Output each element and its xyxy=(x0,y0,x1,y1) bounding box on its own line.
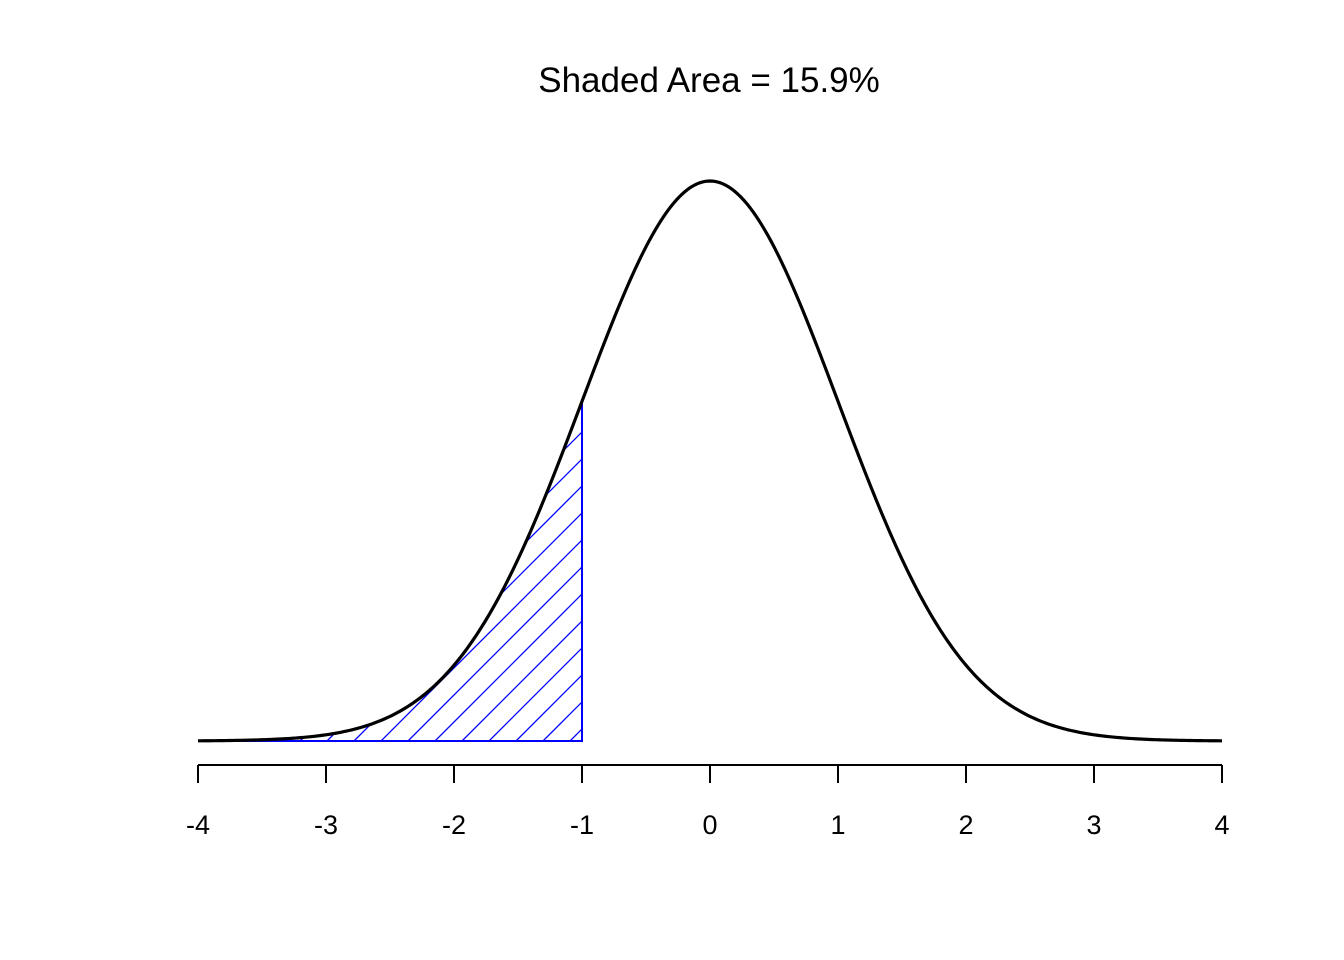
density-curve xyxy=(197,179,1223,743)
shaded-region xyxy=(198,141,1197,742)
hatch-line xyxy=(299,401,582,741)
hatch-line xyxy=(245,401,582,741)
hatch-line xyxy=(198,401,582,741)
x-tick-label: 2 xyxy=(958,810,973,840)
hatch-line xyxy=(488,401,582,741)
chart-title: Shaded Area = 15.9% xyxy=(538,61,880,100)
x-tick-label: 0 xyxy=(702,810,717,840)
hatch-line xyxy=(198,401,577,741)
hatch-line xyxy=(597,141,1197,741)
hatch-line xyxy=(198,401,199,741)
x-tick-label: 4 xyxy=(1214,810,1229,840)
hatch-line xyxy=(515,401,582,741)
x-tick-label: -1 xyxy=(570,810,594,840)
x-tick-label: -2 xyxy=(442,810,466,840)
x-tick-label: -4 xyxy=(186,810,210,840)
hatch-line xyxy=(198,401,415,741)
x-axis: -4 -3 -2 -1 0 1 2 3 4 xyxy=(186,764,1230,840)
hatch-line xyxy=(198,401,226,741)
x-tick-label: 1 xyxy=(830,810,845,840)
hatch-line xyxy=(380,401,582,741)
shade-hatch xyxy=(198,141,1197,741)
hatch-line xyxy=(198,401,280,741)
hatch-line xyxy=(198,401,523,741)
hatch-line xyxy=(198,401,582,741)
x-tick-label: -3 xyxy=(314,810,338,840)
hatch-line xyxy=(198,401,582,741)
hatch-line xyxy=(272,401,582,741)
hatch-line xyxy=(326,401,582,741)
hatch-line xyxy=(198,401,307,741)
hatch-line xyxy=(407,401,582,741)
hatch-line xyxy=(569,401,582,741)
hatch-line xyxy=(461,401,582,741)
shade-outline xyxy=(198,401,583,742)
hatch-line xyxy=(198,401,582,741)
x-tick-label: 3 xyxy=(1086,810,1101,840)
hatch-line xyxy=(198,401,388,741)
hatch-line xyxy=(198,401,469,741)
hatch-line xyxy=(218,401,582,741)
hatch-line xyxy=(198,401,582,741)
hatch-line xyxy=(198,401,334,741)
hatch-line xyxy=(198,401,253,741)
hatch-line xyxy=(198,401,496,741)
hatch-line xyxy=(198,401,361,741)
hatch-line xyxy=(542,401,582,741)
hatch-line xyxy=(434,401,582,741)
hatch-line xyxy=(198,401,582,741)
hatch-line xyxy=(198,401,442,741)
